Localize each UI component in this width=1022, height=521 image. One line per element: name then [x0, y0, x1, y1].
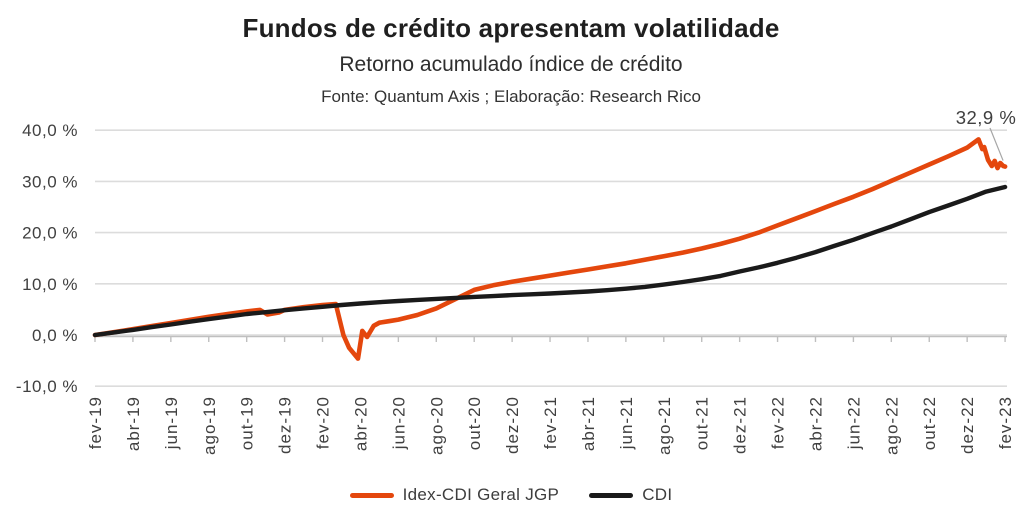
x-axis-label: abr-19 — [124, 396, 143, 451]
chart-source: Fonte: Quantum Axis ; Elaboração: Resear… — [321, 87, 701, 106]
x-axis-label: fev-21 — [541, 396, 560, 449]
legend-item-idex: Idex-CDI Geral JGP — [349, 485, 560, 505]
x-axis-label: out-19 — [238, 396, 257, 450]
y-axis-label: 30,0 % — [22, 172, 78, 191]
y-axis-label: 20,0 % — [22, 224, 78, 243]
x-axis-label: out-20 — [465, 396, 484, 450]
x-axis-label: ago-20 — [427, 396, 446, 455]
x-axis-label: dez-22 — [958, 396, 977, 454]
x-axis-label: dez-19 — [276, 396, 295, 454]
series-line-idex — [92, 137, 1008, 361]
x-axis-label: fev-22 — [769, 396, 788, 449]
x-axis-label: jun-22 — [844, 396, 863, 450]
x-axis-label: jun-19 — [162, 396, 181, 450]
chart-title: Fundos de crédito apresentam volatilidad… — [242, 13, 780, 43]
x-axis-label: dez-21 — [731, 396, 750, 454]
cdi-line-swatch-icon — [589, 492, 634, 498]
x-axis-label: ago-22 — [882, 396, 901, 455]
annotation-value-label: 32,9 % — [956, 107, 1017, 128]
x-axis-label: fev-19 — [86, 396, 105, 449]
x-axis-label: fev-23 — [996, 396, 1015, 449]
y-axis-label: -10,0 % — [16, 377, 78, 396]
x-axis-label: fev-20 — [314, 396, 333, 449]
x-axis-label: abr-20 — [351, 396, 370, 451]
x-axis-label: abr-22 — [806, 396, 825, 451]
x-axis-label: jun-20 — [389, 396, 408, 450]
legend-label-cdi: CDI — [642, 485, 673, 504]
x-axis-label: abr-21 — [579, 396, 598, 451]
y-axis-label: 40,0 % — [22, 121, 78, 140]
x-axis-label: out-21 — [693, 396, 712, 450]
series-line-cdi — [92, 184, 1008, 338]
annotation-leader-line — [989, 127, 1004, 161]
legend-item-cdi: CDI — [589, 485, 672, 505]
x-axis-label: jun-21 — [617, 396, 636, 450]
chart-subtitle: Retorno acumulado índice de crédito — [339, 53, 683, 76]
x-axis-label: dez-20 — [503, 396, 522, 454]
legend: Idex-CDI Geral JGP CDI — [0, 481, 1022, 509]
x-axis-label: ago-19 — [200, 396, 219, 455]
x-axis-label: ago-21 — [655, 396, 674, 455]
y-axis-label: 0,0 % — [32, 326, 78, 345]
legend-label-idex: Idex-CDI Geral JGP — [402, 485, 560, 504]
idex-line-swatch-icon — [349, 492, 394, 498]
y-axis-label: 10,0 % — [22, 275, 78, 294]
x-axis-label: out-22 — [920, 396, 939, 450]
